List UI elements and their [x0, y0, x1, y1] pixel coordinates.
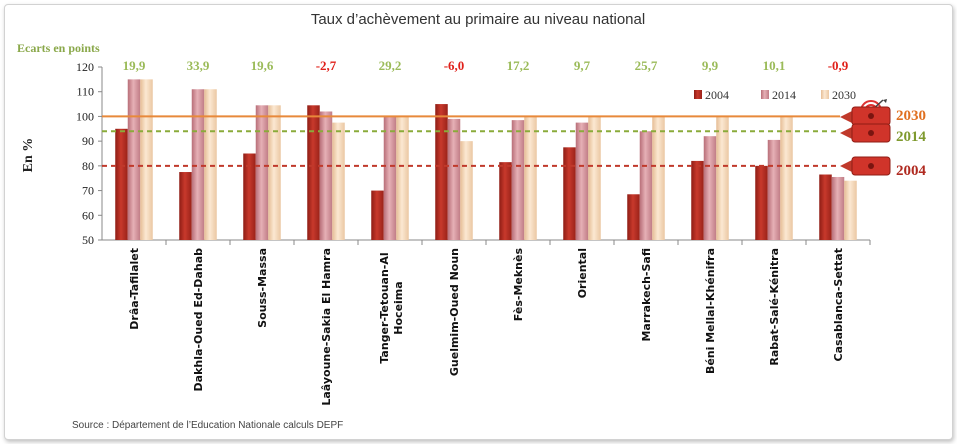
- legend-swatch-2004: [694, 90, 702, 99]
- source-note: Source : Département de l’Education Nati…: [72, 420, 343, 431]
- bar-2030: [268, 105, 281, 240]
- gap-label: 25,7: [635, 58, 658, 73]
- gap-label: 19,6: [251, 58, 274, 73]
- bar-2004: [691, 160, 704, 240]
- y-tick-label: 60: [82, 208, 94, 222]
- bar-2004: [371, 190, 384, 240]
- gap-label: 19,9: [123, 58, 146, 73]
- gap-label: 29,2: [379, 58, 402, 73]
- bar-2030: [652, 116, 665, 240]
- ref-label-2014: 2014: [896, 129, 927, 145]
- legend-swatch-2030: [821, 90, 829, 99]
- gap-label: -2,7: [316, 58, 337, 73]
- bar-2030: [844, 180, 857, 240]
- y-tick-label: 70: [82, 184, 94, 198]
- gap-label: -0,9: [828, 58, 849, 73]
- bar-2030: [204, 89, 217, 240]
- bar-2030: [588, 116, 601, 240]
- bar-2014: [447, 118, 461, 240]
- x-tick-label: Rabat-Salé-Kénitra: [768, 248, 781, 366]
- bar-2014: [255, 105, 269, 240]
- bar-2004: [563, 147, 576, 240]
- labels-layer: 19,9 Drâa-Tafilalet 33,9 Dakhla-Oued Ed-Dah…: [123, 58, 849, 406]
- gap-label: 9,9: [702, 58, 719, 73]
- ref-label-2030: 2030: [896, 108, 926, 124]
- x-tick-label: Casablanca-Settat: [832, 248, 845, 361]
- reference-lines: [102, 115, 840, 167]
- bar-2030: [332, 122, 345, 240]
- marker-2014: [840, 123, 891, 143]
- bar-2014: [127, 79, 141, 240]
- ref-label-2004: 2004: [896, 163, 927, 179]
- x-tick-label: Tanger-Tetouan-AlHoceima: [378, 252, 405, 363]
- bars-layer: [115, 79, 857, 240]
- bar-2004: [307, 105, 320, 240]
- bar-2014: [383, 116, 397, 240]
- bar-2004: [627, 194, 640, 240]
- gap-label: 33,9: [187, 58, 210, 73]
- bar-2030: [396, 116, 409, 240]
- marker-2004: [840, 156, 891, 176]
- bar-2014: [511, 120, 525, 240]
- bar-2014: [703, 136, 717, 240]
- x-tick-label: Oriental: [576, 248, 589, 298]
- y-tick-label: 50: [82, 233, 94, 247]
- bar-2030: [140, 79, 153, 240]
- bar-2004: [819, 174, 832, 240]
- legend: 2004 2014 2030: [694, 88, 856, 102]
- x-tick-label: Guelmim-Oued Noun: [448, 248, 461, 376]
- x-tick-label: Dakhla-Oued Ed-Dahab: [192, 248, 205, 392]
- x-tick-label: Fès-Meknès: [512, 248, 525, 322]
- bar-2004: [115, 128, 128, 240]
- bar-2014: [575, 122, 589, 240]
- legend-swatch-2014: [761, 90, 769, 99]
- bar-2014: [767, 139, 781, 240]
- x-tick-label: Souss-Massa: [256, 248, 269, 328]
- x-tick-label: Drâa-Tafilalet: [128, 248, 141, 330]
- bar-2014: [831, 176, 845, 240]
- bar-2030: [716, 116, 729, 240]
- y-tick-label: 100: [76, 109, 94, 123]
- bar-2014: [319, 111, 333, 240]
- gap-label: 9,7: [574, 58, 591, 73]
- chart-frame: [4, 4, 953, 440]
- bar-2004: [179, 172, 192, 240]
- gap-label: 17,2: [507, 58, 530, 73]
- gap-label: 10,1: [763, 58, 786, 73]
- bar-2004: [499, 162, 512, 240]
- x-tick-label: Laâyoune-Sakia El Hamra: [320, 248, 333, 406]
- x-tick-label: Marrakech-Safi: [640, 248, 653, 342]
- y-tick-label: 110: [76, 85, 94, 99]
- bar-2014: [191, 89, 205, 240]
- bar-2014: [639, 131, 653, 240]
- gap-label: -6,0: [444, 58, 465, 73]
- y-tick-label: 120: [76, 60, 94, 74]
- bar-2004: [755, 165, 768, 240]
- bar-2004: [435, 104, 448, 240]
- y-axis-label: En %: [21, 138, 36, 173]
- grid-layer: 50 60 70 80 90 100 110 120: [76, 60, 871, 247]
- bar-2030: [460, 141, 473, 240]
- chart-title: Taux d’achèvement au primaire au niveau …: [311, 11, 645, 28]
- y-tick-label: 90: [82, 134, 94, 148]
- bar-2004: [243, 153, 256, 240]
- y-tick-label: 80: [82, 159, 94, 173]
- legend-label-2014: 2014: [772, 88, 796, 102]
- bar-2030: [780, 116, 793, 240]
- gap-header: Ecarts en points: [17, 41, 100, 55]
- marker-2030: [840, 106, 891, 126]
- x-tick-label: Béni Mellal-Khénifra: [704, 248, 717, 374]
- legend-label-2030: 2030: [832, 88, 856, 102]
- legend-label-2004: 2004: [705, 88, 729, 102]
- bar-2030: [524, 116, 537, 240]
